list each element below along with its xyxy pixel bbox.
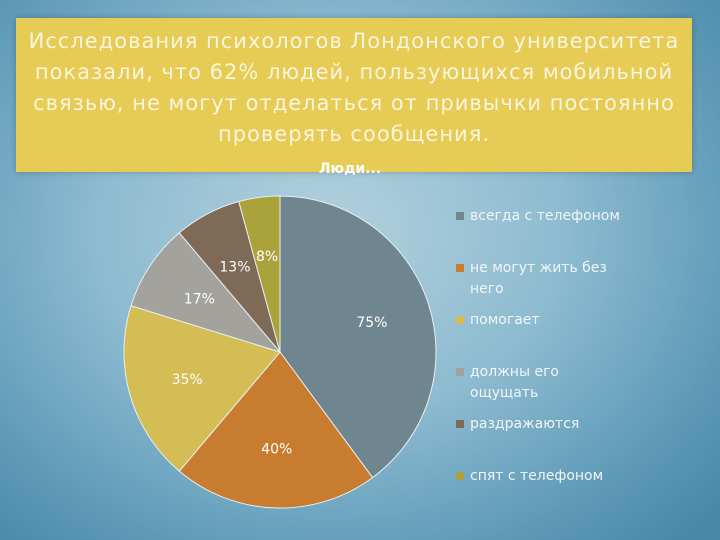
legend: всегда с телефоном не могут жить без него…: [452, 206, 622, 518]
legend-swatch: [456, 316, 464, 324]
legend-item: не могут жить без него: [452, 258, 622, 310]
legend-swatch: [456, 264, 464, 272]
slide-title: Исследования психологов Лондонского унив…: [28, 29, 680, 146]
legend-swatch: [456, 212, 464, 220]
legend-item: всегда с телефоном: [452, 206, 622, 258]
legend-item: должны его ощущать: [452, 362, 622, 414]
legend-label: помогает: [470, 312, 540, 328]
legend-item: раздражаются: [452, 414, 622, 466]
legend-item: спят с телефоном: [452, 466, 622, 518]
legend-label: раздражаются: [470, 416, 580, 432]
data-label: 17%: [184, 292, 215, 308]
legend-label: не могут жить без него: [470, 260, 607, 297]
legend-swatch: [456, 420, 464, 428]
legend-label: спят с телефоном: [470, 468, 604, 484]
legend-label: должны его ощущать: [470, 364, 559, 401]
chart-title: Люди...: [318, 161, 382, 177]
pie-slice: [178, 351, 374, 509]
data-label: 35%: [172, 372, 203, 388]
pie-slice: [279, 195, 437, 479]
data-label: 13%: [219, 259, 250, 275]
legend-item: помогает: [452, 310, 622, 362]
legend-swatch: [456, 472, 464, 480]
data-label: 75%: [356, 315, 387, 331]
data-label: 40%: [261, 442, 292, 458]
pie-slice: [130, 232, 282, 353]
pie-slice: [238, 195, 281, 353]
title-box: [16, 18, 692, 172]
legend-label: всегда с телефоном: [470, 208, 620, 224]
legend-swatch: [456, 368, 464, 376]
data-label: 8%: [256, 249, 278, 265]
pie-slice: [123, 305, 281, 472]
